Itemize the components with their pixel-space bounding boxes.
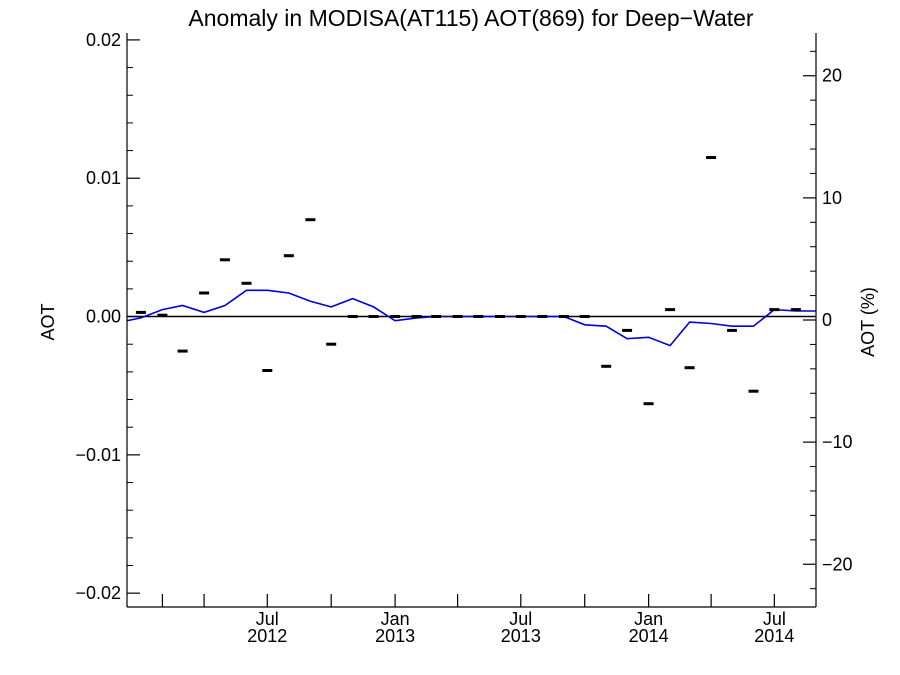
data-point: [390, 315, 401, 318]
data-point: [727, 328, 737, 332]
y-tick-label-left: 0.00: [86, 307, 121, 327]
data-point: [790, 308, 801, 312]
data-point: [706, 156, 717, 159]
data-point: [262, 369, 273, 372]
data-point: [537, 315, 548, 318]
x-tick-label-month: Jul: [256, 609, 279, 629]
data-point: [431, 315, 442, 318]
data-point: [515, 315, 526, 318]
data-point: [219, 258, 230, 262]
data-point: [473, 315, 484, 318]
data-point: [684, 366, 695, 370]
x-tick-label-month: Jul: [509, 609, 532, 629]
data-point: [177, 349, 188, 353]
data-point: [579, 315, 590, 318]
data-point: [558, 315, 569, 318]
y-tick-label-right: −20: [822, 554, 853, 574]
data-point: [643, 402, 654, 406]
data-point: [622, 328, 633, 332]
series-line-group: [127, 289, 816, 347]
data-point: [157, 313, 168, 317]
data-point: [199, 291, 210, 295]
series-points-group: [135, 156, 801, 406]
data-point: [305, 218, 316, 222]
x-tick-label-year: 2013: [501, 626, 541, 646]
data-point: [452, 315, 463, 318]
data-point: [135, 310, 146, 314]
chart-title: Anomaly in MODISA(AT115) AOT(869) for De…: [188, 5, 754, 31]
y-tick-label-left: 0.02: [86, 30, 121, 50]
data-point: [347, 315, 358, 318]
x-tick-label-month: Jan: [381, 609, 410, 629]
y-tick-label-right: 20: [822, 66, 842, 86]
data-point: [748, 389, 759, 393]
x-tick-label-year: 2013: [375, 626, 415, 646]
x-tick-label-month: Jan: [634, 609, 663, 629]
data-point: [601, 364, 612, 368]
y-tick-label-left: 0.01: [86, 168, 121, 188]
y-axis-label-left: AOT: [38, 303, 58, 340]
series-line: [127, 289, 816, 347]
y-tick-label-right: 10: [822, 188, 842, 208]
data-point: [368, 315, 379, 318]
data-point: [665, 308, 676, 312]
y-tick-label-left: −0.01: [75, 445, 121, 465]
data-point: [241, 281, 252, 285]
x-tick-label-year: 2012: [247, 626, 287, 646]
x-tick-label-month: Jul: [763, 609, 786, 629]
data-point: [495, 315, 505, 318]
axes-group: −0.02−0.010.000.010.02−20−1001020Jul2012…: [75, 30, 852, 646]
y-tick-label-right: −10: [822, 432, 853, 452]
data-point: [769, 308, 780, 312]
data-point: [411, 315, 422, 318]
x-tick-label-year: 2014: [754, 626, 794, 646]
data-point: [326, 342, 337, 346]
x-tick-label-year: 2014: [629, 626, 669, 646]
y-tick-label-left: −0.02: [75, 583, 121, 603]
y-tick-label-right: 0: [822, 310, 832, 330]
data-point: [283, 254, 294, 258]
y-axis-label-right: AOT (%): [858, 287, 878, 357]
